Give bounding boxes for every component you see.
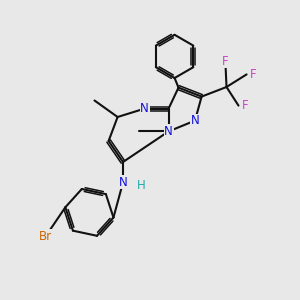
Text: F: F bbox=[222, 55, 229, 68]
Text: Br: Br bbox=[39, 230, 52, 243]
Text: F: F bbox=[242, 99, 248, 112]
Text: N: N bbox=[164, 125, 173, 138]
Text: N: N bbox=[118, 176, 127, 189]
Text: F: F bbox=[250, 68, 256, 81]
Text: H: H bbox=[137, 179, 146, 192]
Text: N: N bbox=[190, 114, 200, 127]
Text: N: N bbox=[140, 102, 149, 115]
